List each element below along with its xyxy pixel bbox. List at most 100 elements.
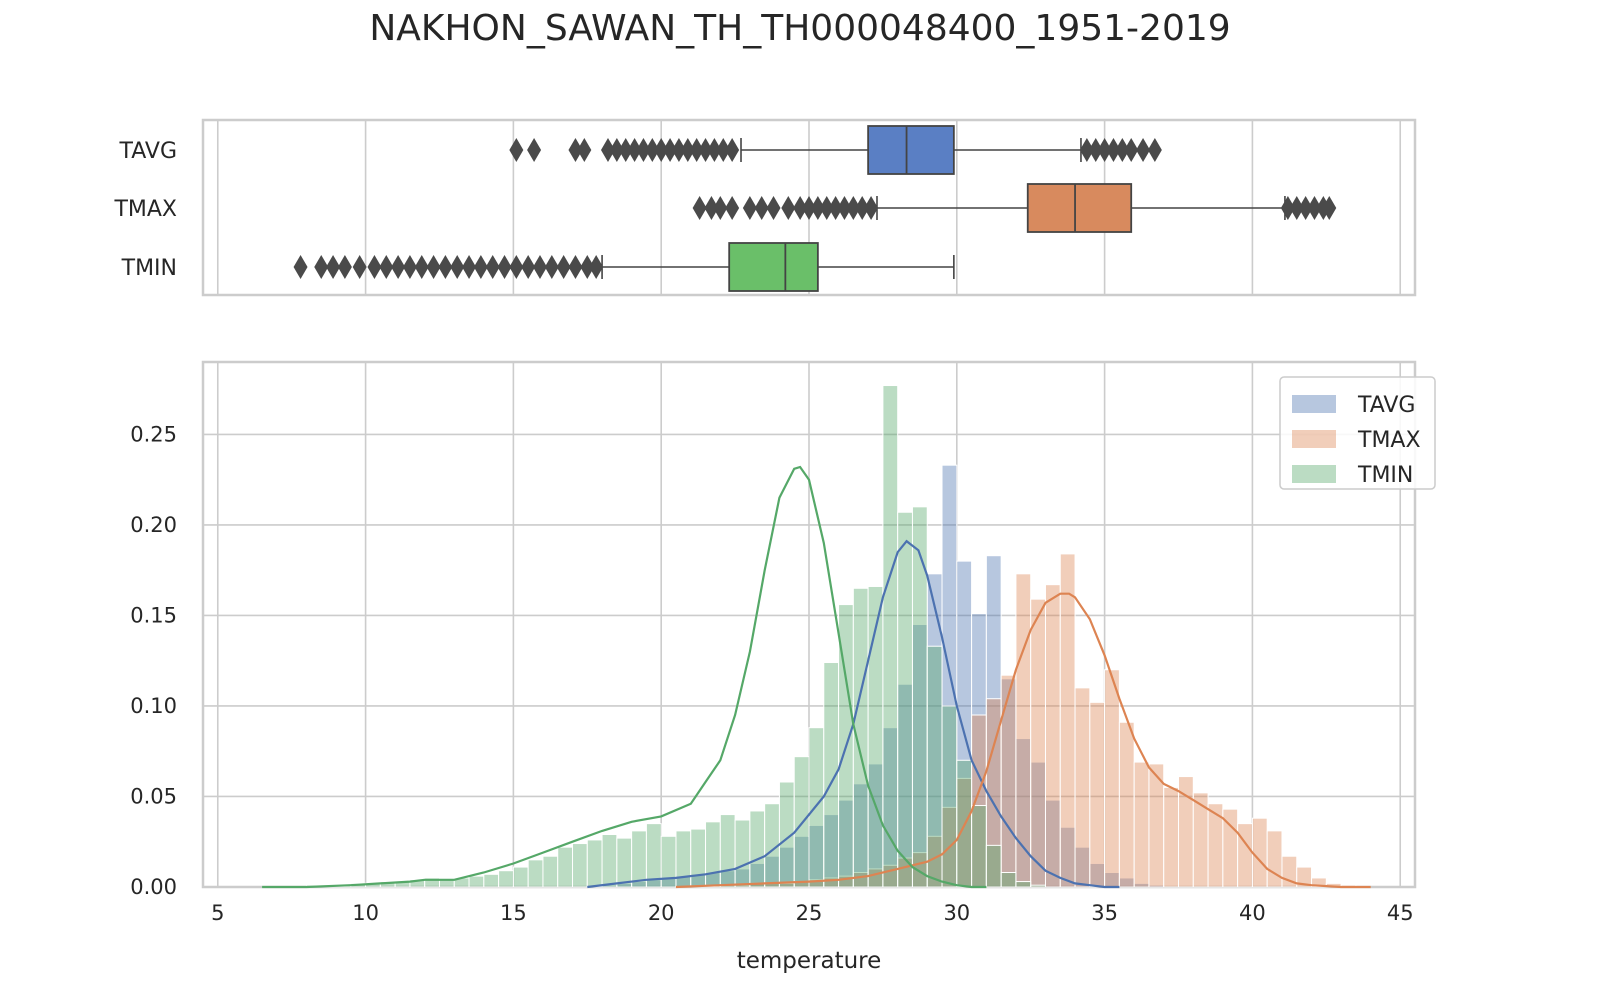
legend-swatch-tavg — [1292, 395, 1336, 413]
box-outlier — [855, 196, 870, 220]
box-outlier — [527, 138, 542, 162]
box-outlier — [704, 196, 719, 220]
hist-bar-tmin — [512, 866, 529, 888]
hist-bar-tmax — [1074, 687, 1091, 888]
x-tick-label: 20 — [648, 901, 675, 925]
box-outlier — [1147, 138, 1162, 162]
hist-bar-tmin — [557, 846, 574, 888]
box-outlier — [532, 255, 547, 279]
hist-bar-tmin — [897, 511, 913, 888]
box-outlier — [521, 255, 536, 279]
box-outlier — [352, 255, 367, 279]
box-outlier — [462, 255, 477, 279]
box-outlier — [766, 196, 781, 220]
box-outlier — [654, 138, 669, 162]
box-row-label: TAVG — [119, 139, 177, 164]
hist-bar-tmin — [705, 821, 721, 888]
box-outlier — [509, 138, 524, 162]
legend-label-tavg: TAVG — [1357, 393, 1415, 418]
box-iqr — [867, 125, 955, 175]
box-outlier — [810, 196, 825, 220]
hist-bar-tmax — [1059, 553, 1076, 888]
box-outlier — [544, 255, 559, 279]
chart-title: NAKHON_SAWAN_TH_TH000048400_1951-2019 — [369, 8, 1231, 49]
hist-bar-tmin — [572, 843, 588, 888]
box-outlier — [713, 196, 728, 220]
box-outlier — [568, 255, 583, 279]
hist-bar-tmin — [468, 875, 485, 888]
y-tick-label: 0.15 — [130, 603, 177, 627]
hist-bar-tmin — [542, 855, 559, 888]
x-tick-label: 25 — [796, 901, 823, 925]
hist-bar-tmax — [1000, 674, 1017, 888]
hist-bar-tmax — [1044, 584, 1061, 888]
x-tick-label: 15 — [500, 901, 527, 925]
box-outlier — [627, 138, 642, 162]
box-outlier — [589, 255, 604, 279]
box-outlier — [680, 138, 695, 162]
hist-bar-tmin — [527, 859, 544, 888]
box-outlier — [1115, 138, 1130, 162]
box-outlier — [618, 138, 633, 162]
x-tick-label: 45 — [1387, 901, 1414, 925]
box-outlier — [379, 255, 394, 279]
box-row-label: TMIN — [121, 256, 177, 281]
box-outlier — [600, 138, 615, 162]
hist-bar-tmin — [483, 873, 500, 888]
hist-bar-tmin — [926, 645, 943, 888]
kde-line-tmin — [262, 465, 987, 889]
box-outlier — [609, 138, 624, 162]
hist-bar-tmax — [1266, 830, 1283, 888]
box-outlier — [438, 255, 453, 279]
hist-bar-tmin — [1015, 881, 1032, 888]
boxplot-panel: TAVG TMAX TMIN — [113, 118, 1417, 297]
legend: TAVG TMAX TMIN — [1279, 376, 1436, 490]
x-tick-label: 5 — [211, 901, 224, 925]
box-outlier — [1088, 138, 1103, 162]
y-tick-label: 0.10 — [130, 694, 177, 718]
box-outlier — [337, 255, 352, 279]
box-outlier — [450, 255, 465, 279]
hist-bar-tmin — [808, 727, 825, 888]
hist-bar-tmin — [1000, 872, 1017, 888]
box-outlier — [802, 196, 816, 220]
box-outlier — [698, 138, 713, 162]
legend-swatch-tmax — [1292, 430, 1336, 448]
hist-bar-tmax — [1089, 701, 1106, 888]
box-outlier — [828, 196, 843, 220]
box-outlier — [473, 255, 488, 279]
box-outlier — [580, 255, 595, 279]
box-outlier — [497, 255, 512, 279]
box-outlier — [556, 255, 571, 279]
hist-bar-tmin — [734, 819, 751, 888]
box-outlier — [1298, 196, 1313, 220]
x-tick-label: 30 — [943, 901, 970, 925]
hist-bar-tmin — [586, 839, 603, 888]
box-outlier — [725, 138, 740, 162]
y-tick-label: 0.05 — [130, 784, 177, 808]
box-outlier — [793, 196, 808, 220]
histogram-panel: 5 10 15 20 25 30 35 40 45 0.00 0.05 0.10 0.15 0.20 0.2… — [130, 360, 1436, 974]
legend-label-tmax: TMAX — [1357, 428, 1421, 453]
box-outlier — [1079, 138, 1094, 162]
box-outlier — [663, 138, 678, 162]
box-outlier — [1322, 196, 1337, 220]
hist-bar-tmin — [941, 705, 958, 888]
box-outlier — [577, 138, 592, 162]
box-outlier — [1106, 138, 1121, 162]
hist-bar-tmin — [645, 823, 662, 888]
hist-bar-tmax — [1030, 598, 1046, 888]
legend-label-tmin: TMIN — [1357, 463, 1413, 488]
box-outlier — [754, 196, 769, 220]
hist-bar-tmin — [498, 870, 514, 888]
hist-bar-tmax — [1296, 866, 1313, 888]
hist-bar-tmin — [631, 830, 647, 888]
hist-bar-tmin — [985, 844, 1002, 888]
box-outlier — [402, 255, 417, 279]
box-outlier — [837, 196, 852, 220]
hist-bar-tmin — [911, 506, 928, 888]
hist-bar-tmin — [882, 385, 899, 888]
hist-bar-tmin — [616, 837, 633, 888]
box-outlier — [864, 196, 879, 220]
